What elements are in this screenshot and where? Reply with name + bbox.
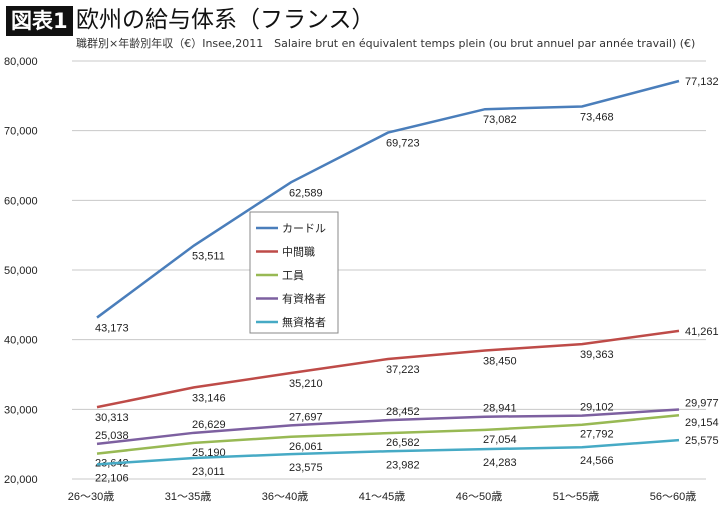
y-tick-label: 40,000 [4, 335, 38, 347]
series-line-1 [96, 329, 680, 409]
data-label: 29,102 [580, 402, 614, 414]
data-label: 35,210 [289, 378, 323, 390]
data-label: 24,283 [483, 457, 517, 469]
data-label: 28,941 [483, 403, 517, 415]
data-label: 39,363 [580, 349, 614, 361]
series-line-2 [96, 413, 680, 455]
series-line-3 [96, 408, 680, 446]
data-label: 41,261 [685, 326, 719, 338]
data-label: 73,082 [483, 114, 517, 126]
x-tick-label: 56～60歳 [650, 490, 696, 503]
chart-subtitle: 職群別×年齢別年収（€）Insee,2011 Salaire brut en é… [76, 37, 696, 50]
series-line-0 [96, 79, 680, 319]
x-tick-label: 26～30歳 [68, 490, 114, 503]
data-label: 29,977 [685, 397, 719, 409]
data-label: 69,723 [386, 138, 420, 150]
legend-label: 中間職 [282, 246, 315, 259]
data-label: 23,011 [192, 466, 225, 478]
chart-title: 欧州の給与体系（フランス） [76, 7, 375, 33]
data-label: 26,629 [192, 419, 226, 431]
y-tick-label: 60,000 [4, 195, 38, 207]
data-label: 25,038 [95, 430, 129, 442]
data-label: 25,575 [685, 435, 719, 447]
legend [249, 211, 339, 334]
data-label: 27,697 [289, 411, 323, 423]
legend-label: 無資格者 [282, 315, 326, 329]
x-tick-label: 31～35歳 [165, 490, 211, 503]
y-tick-label: 80,000 [4, 56, 38, 68]
data-label: 37,223 [386, 364, 420, 376]
data-label: 77,132 [685, 76, 719, 88]
figure-badge: 図表1 [6, 6, 73, 36]
x-tick-label: 41～45歳 [359, 490, 405, 503]
legend-label: カードル [282, 222, 326, 235]
x-tick-label: 36～40歳 [262, 490, 308, 503]
legend-label: 有資格者 [282, 292, 326, 306]
y-tick-label: 30,000 [4, 404, 38, 416]
x-tick-label: 51～55歳 [553, 490, 599, 503]
series-line-4 [96, 438, 680, 466]
data-label: 28,452 [386, 406, 420, 418]
data-label: 43,173 [95, 323, 129, 335]
y-tick-label: 70,000 [4, 126, 38, 138]
data-label: 38,450 [483, 355, 517, 367]
data-label: 23,982 [386, 459, 420, 471]
legend-label: 工員 [282, 269, 304, 282]
data-label: 27,792 [580, 429, 614, 441]
data-label: 30,313 [95, 412, 129, 424]
x-tick-label: 46～50歳 [456, 490, 502, 503]
data-label: 53,511 [192, 251, 225, 263]
y-tick-label: 50,000 [4, 265, 38, 277]
data-label: 73,468 [580, 112, 614, 124]
data-label: 26,061 [289, 441, 323, 453]
data-label: 22,106 [95, 472, 129, 484]
data-label: 27,054 [483, 434, 517, 446]
data-label: 26,582 [386, 437, 420, 449]
data-label: 33,146 [192, 392, 226, 404]
y-tick-label: 20,000 [4, 474, 38, 486]
data-label: 23,575 [289, 462, 323, 474]
data-label: 62,589 [289, 187, 323, 199]
data-label: 29,154 [685, 417, 719, 429]
data-label: 24,566 [580, 455, 614, 467]
